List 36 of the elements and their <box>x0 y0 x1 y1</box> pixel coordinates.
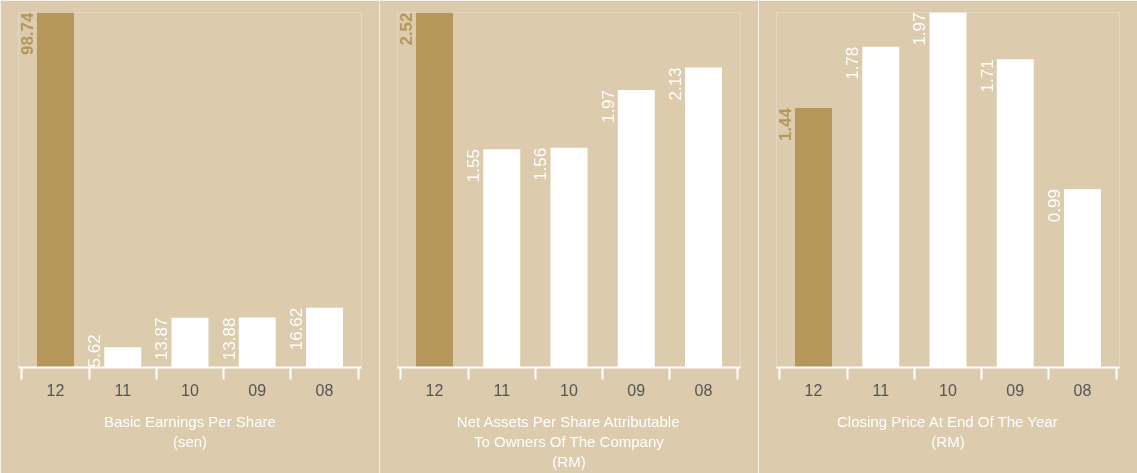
x-tick-label: 08 <box>1073 381 1092 399</box>
x-axis-title: Net Assets Per Share Attributable To Owners Of The Company (RM) <box>456 412 680 471</box>
bar <box>37 12 74 368</box>
data-label: 1.56 <box>531 147 551 181</box>
data-label: 98.74 <box>17 11 37 56</box>
x-axis-title: Closing Price At End Of The Year (RM) <box>836 412 1058 450</box>
x-tick-label: 10 <box>939 381 957 399</box>
bar <box>416 12 453 368</box>
data-label: 16.62 <box>286 307 306 351</box>
x-tick-label: 10 <box>181 381 199 399</box>
bar <box>795 108 832 368</box>
data-label: 2.13 <box>665 67 685 101</box>
x-axis-title: Basic Earnings Per Share (sen) <box>104 412 276 450</box>
x-tick-label: 09 <box>627 381 646 399</box>
data-label: 13.88 <box>219 317 239 361</box>
data-label: 1.44 <box>775 107 795 142</box>
x-tick-label: 12 <box>804 381 823 399</box>
x-tick-label: 11 <box>872 381 890 399</box>
data-label: 1.78 <box>843 46 863 80</box>
data-label: 1.97 <box>910 12 930 46</box>
x-tick-label: 08 <box>694 381 713 399</box>
data-label: 5.62 <box>85 334 105 368</box>
x-tick-label: 11 <box>493 381 511 399</box>
data-label: 0.99 <box>1044 189 1064 223</box>
x-tick-label: 09 <box>248 381 267 399</box>
x-tick-label: 12 <box>46 381 65 399</box>
data-label: 13.87 <box>152 317 172 361</box>
x-tick-label: 11 <box>114 381 132 399</box>
data-label: 1.71 <box>977 59 997 93</box>
data-label: 1.55 <box>464 149 484 183</box>
x-tick-label: 08 <box>315 381 334 399</box>
x-tick-label: 09 <box>1006 381 1025 399</box>
data-label: 2.52 <box>396 12 416 46</box>
x-tick-label: 10 <box>560 381 578 399</box>
data-label: 1.97 <box>598 89 618 124</box>
x-tick-label: 12 <box>425 381 444 399</box>
